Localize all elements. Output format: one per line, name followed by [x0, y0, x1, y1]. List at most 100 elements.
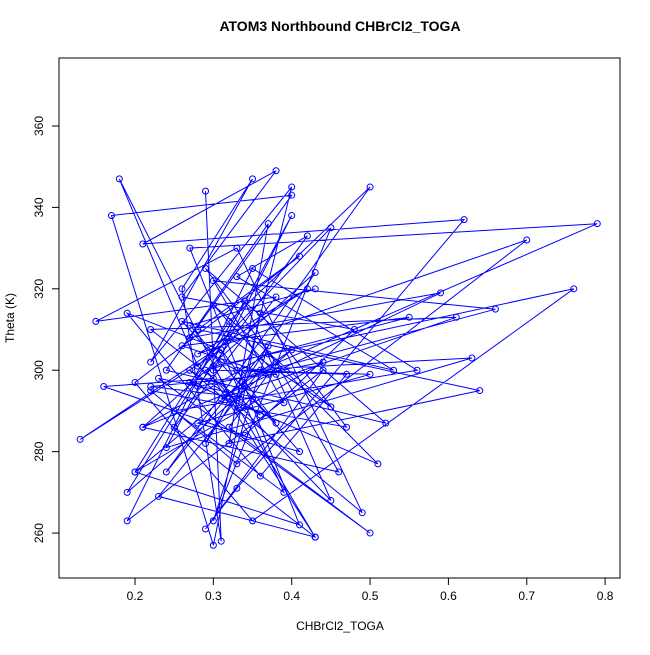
y-tick-label: 300	[32, 360, 46, 380]
data-point	[288, 183, 296, 191]
data-point	[147, 358, 155, 366]
data-point	[350, 326, 358, 334]
data-point	[288, 212, 296, 220]
data-point	[593, 220, 601, 228]
data-point	[264, 350, 272, 358]
data-point	[209, 541, 217, 549]
x-tick-label: 0.4	[283, 589, 300, 603]
data-point	[288, 191, 296, 199]
data-point	[280, 399, 288, 407]
data-point	[343, 370, 351, 378]
data-point	[147, 326, 155, 334]
y-axis-label: Theta (K)	[3, 293, 17, 343]
data-point	[194, 419, 202, 427]
data-point	[343, 423, 351, 431]
data-point	[202, 366, 210, 374]
data-point	[272, 370, 280, 378]
x-tick-label: 0.2	[127, 589, 144, 603]
data-point	[92, 317, 100, 325]
data-point	[264, 220, 272, 228]
data-point	[358, 509, 366, 517]
data-point	[256, 309, 264, 317]
data-point	[186, 321, 194, 329]
x-tick-label: 0.7	[518, 589, 535, 603]
data-point	[366, 183, 374, 191]
data-point	[186, 366, 194, 374]
data-point	[178, 317, 186, 325]
data-point	[107, 212, 115, 220]
data-point	[452, 313, 460, 321]
data-point	[209, 277, 217, 285]
data-point	[155, 492, 163, 500]
data-point	[123, 309, 131, 317]
data-point	[139, 240, 147, 248]
data-point	[468, 354, 476, 362]
data-point	[249, 264, 257, 272]
chart-title: ATOM3 Northbound CHBrCl2_TOGA	[219, 18, 460, 34]
data-point	[194, 326, 202, 334]
data-point	[327, 403, 335, 411]
data-point	[209, 366, 217, 374]
data-point	[272, 293, 280, 301]
data-point	[194, 362, 202, 370]
data-point	[319, 366, 327, 374]
data-point	[170, 407, 178, 415]
data-point	[366, 529, 374, 537]
data-point	[147, 383, 155, 391]
data-line	[79, 170, 598, 546]
data-point	[209, 301, 217, 309]
x-tick-label: 0.8	[597, 589, 614, 603]
data-point	[303, 232, 311, 240]
data-point	[233, 244, 241, 252]
data-point	[241, 297, 249, 305]
data-point	[523, 236, 531, 244]
data-point	[491, 305, 499, 313]
data-point	[233, 407, 241, 415]
data-point	[155, 374, 163, 382]
data-point	[437, 289, 445, 297]
data-point	[405, 313, 413, 321]
data-point	[460, 216, 468, 224]
data-point	[225, 317, 233, 325]
data-point	[115, 175, 123, 183]
x-axis-label: CHBrCl2_TOGA	[296, 619, 384, 633]
data-point	[413, 366, 421, 374]
data-point	[202, 525, 210, 533]
data-point	[249, 395, 257, 403]
data-point	[233, 460, 241, 468]
data-point	[272, 419, 280, 427]
data-point	[162, 366, 170, 374]
x-tick-label: 0.3	[205, 589, 222, 603]
data-point	[311, 269, 319, 277]
data-point	[249, 175, 257, 183]
data-point	[170, 423, 178, 431]
data-point	[186, 244, 194, 252]
data-point	[123, 517, 131, 525]
data-point	[272, 167, 280, 175]
y-tick-label: 360	[32, 116, 46, 136]
data-point	[178, 293, 186, 301]
data-point	[296, 252, 304, 260]
data-point	[366, 370, 374, 378]
data-point	[162, 444, 170, 452]
data-point	[249, 370, 257, 378]
data-point	[217, 358, 225, 366]
data-point	[162, 468, 170, 476]
data-point	[194, 350, 202, 358]
x-tick-label: 0.5	[362, 589, 379, 603]
data-point	[225, 423, 233, 431]
data-point	[296, 521, 304, 529]
data-point	[209, 517, 217, 525]
data-point	[241, 383, 249, 391]
data-point	[288, 346, 296, 354]
data-point	[382, 419, 390, 427]
data-point	[100, 383, 108, 391]
data-point	[225, 440, 233, 448]
data-point	[319, 358, 327, 366]
plot-frame	[58, 57, 621, 579]
data-point	[327, 224, 335, 232]
data-point	[256, 366, 264, 374]
data-point	[178, 342, 186, 350]
